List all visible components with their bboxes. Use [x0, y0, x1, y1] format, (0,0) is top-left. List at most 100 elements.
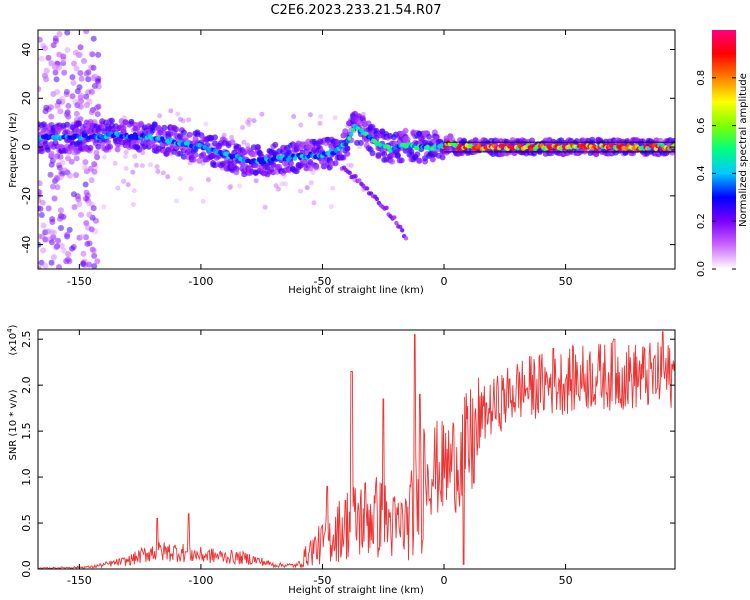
- spectrogram-cell: [88, 109, 95, 116]
- spectrogram-cell: [253, 178, 259, 184]
- spectrogram-cell: [79, 124, 86, 130]
- spectrogram-cell: [330, 185, 336, 191]
- spectrogram-cell: [87, 144, 94, 151]
- spec-y-tick-label: 0: [20, 144, 33, 151]
- spectrogram-cell: [47, 171, 54, 178]
- spectrogram-cell: [40, 121, 47, 128]
- spectrogram-cell: [347, 136, 352, 141]
- spectrogram-cell: [45, 54, 52, 61]
- spectrogram-cell: [245, 142, 251, 148]
- spectrogram-cell: [64, 47, 71, 53]
- spectrogram-cell: [51, 229, 57, 236]
- spectrogram-cell: [56, 51, 63, 58]
- spectrogram-cell: [57, 174, 64, 181]
- spectrogram-cell: [394, 153, 401, 159]
- spectrogram-cell: [66, 226, 73, 233]
- spectrogram-cell: [61, 167, 68, 174]
- spectrogram-cell: [48, 113, 55, 120]
- spectrogram-cell: [340, 154, 347, 161]
- spectrogram-cell: [114, 146, 121, 153]
- spectrogram-cell: [200, 198, 206, 204]
- spectrogram-cell: [186, 117, 192, 123]
- spectrogram-cell: [70, 191, 77, 198]
- spectrogram-cell: [90, 64, 97, 71]
- spectrogram-cell: [365, 186, 370, 191]
- spectrogram-cell: [344, 145, 351, 152]
- spectrogram-cell: [57, 153, 64, 160]
- spectrogram-cell: [112, 160, 118, 166]
- snr-y-ticks: 0.0 0.5 1.0 1.5 2.0 2.5: [20, 330, 675, 578]
- spectrogram-cell: [83, 70, 90, 77]
- spectrogram-cell: [88, 177, 95, 184]
- spectrogram-cell: [229, 134, 235, 140]
- spectrogram-cell: [318, 113, 324, 119]
- spectrogram-cell: [101, 154, 107, 160]
- snr-y-tick-label: 2.0: [20, 376, 33, 394]
- spectrogram-y-axis-label: Frequency (Hz): [8, 112, 19, 188]
- spectrogram-cell: [45, 228, 52, 235]
- snr-y-tick-label: 0.5: [20, 514, 33, 532]
- spectrogram-cell: [439, 154, 446, 161]
- spectrogram-cell: [50, 254, 57, 261]
- spectrogram-cell: [403, 236, 409, 241]
- spectrogram-cell: [83, 102, 90, 109]
- spectrogram-cell: [138, 120, 145, 127]
- snr-y-tick-label: 2.5: [20, 330, 33, 348]
- spectrogram-cell: [38, 265, 42, 269]
- spectrogram-cell: [71, 60, 77, 67]
- spectrogram-cell: [49, 183, 56, 190]
- spectrogram-cell: [461, 138, 467, 145]
- spec-x-tick-label: -100: [188, 275, 213, 288]
- spectrogram-cell: [188, 186, 194, 192]
- spectrogram-cell: [402, 127, 409, 134]
- spectrogram-cell: [80, 250, 87, 257]
- spectrogram-cell: [44, 146, 51, 153]
- snr-y-tick-label: 0.0: [20, 560, 33, 578]
- spectrogram-cell: [43, 76, 50, 83]
- spectrogram-cell: [43, 104, 50, 111]
- spec-y-tick-label: 40: [20, 43, 33, 57]
- spectrogram-cell: [95, 143, 102, 150]
- spectrogram-cell: [246, 117, 252, 123]
- spectrogram-cell: [161, 124, 168, 131]
- spectrogram-cell: [94, 258, 101, 265]
- spectrogram-cell: [342, 128, 349, 135]
- spectrogram-cell: [287, 160, 294, 167]
- spectrogram-cell: [42, 262, 49, 269]
- spec-x-tick-label: 0: [441, 275, 448, 288]
- spectrogram-cell: [83, 195, 90, 202]
- spectrogram-cell: [151, 121, 158, 128]
- spectrogram-cell: [75, 120, 82, 127]
- spec-y-tick-label: 20: [20, 91, 33, 105]
- spectrogram-cell: [369, 150, 376, 157]
- spectrogram-cell: [65, 155, 71, 162]
- spectrogram-cell: [272, 141, 279, 148]
- spectrogram-cell: [589, 139, 596, 146]
- spectrogram-cell: [54, 89, 61, 95]
- spectrogram-cell: [77, 103, 84, 110]
- spectrogram-cell: [40, 247, 47, 254]
- spectrogram-cell: [149, 127, 156, 134]
- spectrogram-cell: [173, 126, 180, 133]
- spectrogram-cell: [91, 168, 98, 175]
- snr-scale-prefix: (x10: [8, 333, 19, 356]
- spectrogram-cell: [175, 111, 181, 117]
- spectrogram-cell: [177, 133, 183, 140]
- spectrogram-cell: [91, 83, 98, 89]
- spectrogram-cell: [38, 180, 43, 187]
- snr-x-tick-label: -100: [188, 574, 213, 587]
- spectrogram-cell: [123, 165, 129, 171]
- spectrogram-cell: [86, 261, 93, 268]
- spectrogram-cell: [273, 183, 279, 189]
- spectrogram-cell: [76, 201, 83, 208]
- snr-scale-suffix: ): [8, 324, 19, 328]
- spectrogram-cells: [38, 30, 675, 269]
- spectrogram-cell: [416, 157, 423, 164]
- spectrogram-cell: [130, 169, 136, 175]
- spectrogram-cell: [374, 196, 380, 202]
- snr-series-line: [37, 331, 676, 570]
- spectrogram-cell: [190, 156, 197, 163]
- snr-x-tick-label: 50: [559, 574, 573, 587]
- spectrogram-cell: [307, 165, 314, 172]
- spectrogram-cell: [107, 143, 113, 150]
